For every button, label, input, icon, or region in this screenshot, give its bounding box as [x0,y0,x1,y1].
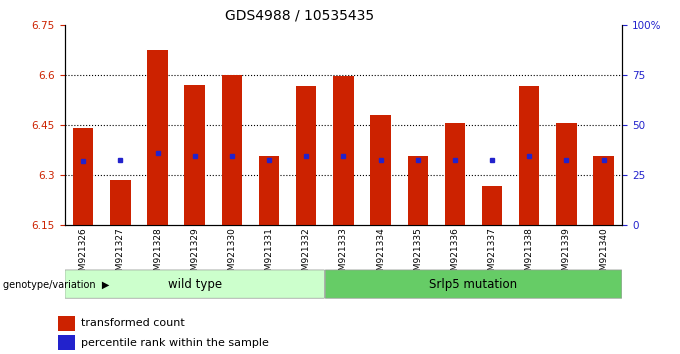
Bar [296,86,316,225]
Text: genotype/variation  ▶: genotype/variation ▶ [3,280,109,290]
Bar [519,86,539,225]
Text: GSM921331: GSM921331 [265,227,273,282]
FancyBboxPatch shape [65,270,324,298]
Bar [482,187,503,225]
Bar [58,335,75,350]
Text: GDS4988 / 10535435: GDS4988 / 10535435 [224,9,374,23]
Text: transformed count: transformed count [81,318,185,329]
Text: GSM921336: GSM921336 [450,227,460,282]
Bar [73,128,93,225]
Text: GSM921332: GSM921332 [302,227,311,282]
Bar [222,75,242,225]
Bar [445,123,465,225]
Text: GSM921328: GSM921328 [153,227,162,282]
Text: GSM921333: GSM921333 [339,227,348,282]
Text: GSM921329: GSM921329 [190,227,199,282]
Bar [148,50,168,225]
Bar [556,123,577,225]
Text: GSM921330: GSM921330 [227,227,237,282]
Text: GSM921340: GSM921340 [599,227,608,282]
Bar [371,115,391,225]
Text: GSM921334: GSM921334 [376,227,385,282]
Text: GSM921327: GSM921327 [116,227,125,282]
Text: GSM921339: GSM921339 [562,227,571,282]
Text: percentile rank within the sample: percentile rank within the sample [81,337,269,348]
Bar [58,316,75,331]
Text: GSM921337: GSM921337 [488,227,496,282]
Text: Srlp5 mutation: Srlp5 mutation [430,278,517,291]
Bar [184,85,205,225]
Bar [259,156,279,225]
Bar [594,156,614,225]
Bar [407,156,428,225]
Text: GSM921338: GSM921338 [525,227,534,282]
Text: GSM921335: GSM921335 [413,227,422,282]
Text: wild type: wild type [168,278,222,291]
Text: GSM921326: GSM921326 [79,227,88,282]
Bar [333,76,354,225]
Bar [110,180,131,225]
FancyBboxPatch shape [325,270,622,298]
